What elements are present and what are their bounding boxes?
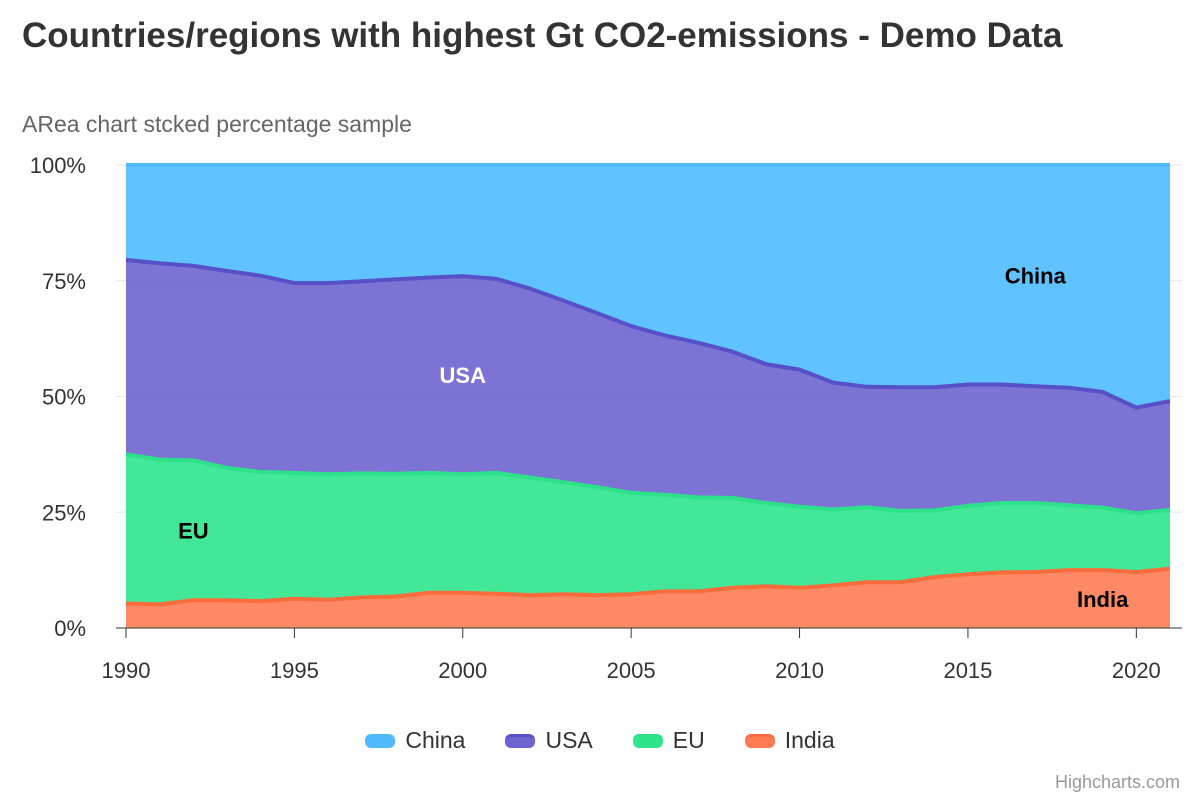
series-area-china [126,165,1170,408]
legend-item-india[interactable]: India [744,727,835,754]
legend: China USA EU India [0,727,1200,754]
x-axis: 1990 1995 2000 2005 2010 2015 2020 [102,627,1182,683]
area-label-eu: EU [178,518,209,543]
legend-label: India [784,727,835,753]
y-tick-label: 50% [42,385,86,410]
series-line-eu [125,452,1171,516]
x-tick-label: 2010 [775,658,824,683]
series-area-eu [126,454,1170,605]
legend-symbol [744,733,775,748]
y-tick-label: 25% [42,500,86,525]
legend-label: USA [545,727,593,753]
legend-item-usa[interactable]: USA [505,727,593,754]
y-tick-label: 75% [42,269,86,294]
chart-title: Countries/regions with highest Gt CO2-em… [22,16,1063,55]
area-label-usa: USA [440,363,487,388]
legend-symbol [365,733,396,748]
x-tick-label: 2005 [607,658,656,683]
x-tick-label: 2015 [943,658,992,683]
credits-link[interactable]: Highcharts.com [1054,772,1180,792]
legend-label: EU [672,727,705,753]
legend-label: China [405,727,466,753]
y-tick-label: 0% [54,616,86,641]
y-axis: 0% 25% 50% 75% 100% [30,153,86,641]
legend-item-china[interactable]: China [365,727,465,754]
area-labels: China USA EU India [178,264,1129,612]
series-line-usa [125,257,1171,410]
series-line-india [125,566,1171,607]
legend-symbol [505,733,536,748]
area-label-china: China [1005,264,1067,289]
x-tick-label: 1995 [270,658,319,683]
legend-symbol [632,733,663,748]
legend-item-eu[interactable]: EU [632,727,705,754]
chart-subtitle: ARea chart stcked percentage sample [22,111,412,137]
y-tick-label: 100% [30,153,86,178]
x-tick-label: 2000 [438,658,487,683]
plot-areas[interactable] [125,163,1171,628]
area-label-india: India [1077,587,1129,612]
x-tick-label: 2020 [1112,658,1161,683]
series-area-india [126,568,1170,628]
x-tick-label: 1990 [102,658,151,683]
area-chart: 1990 1995 2000 2005 2010 2015 2020 0% 25% 50% 75%… [30,153,1182,683]
series-area-usa [126,259,1170,514]
